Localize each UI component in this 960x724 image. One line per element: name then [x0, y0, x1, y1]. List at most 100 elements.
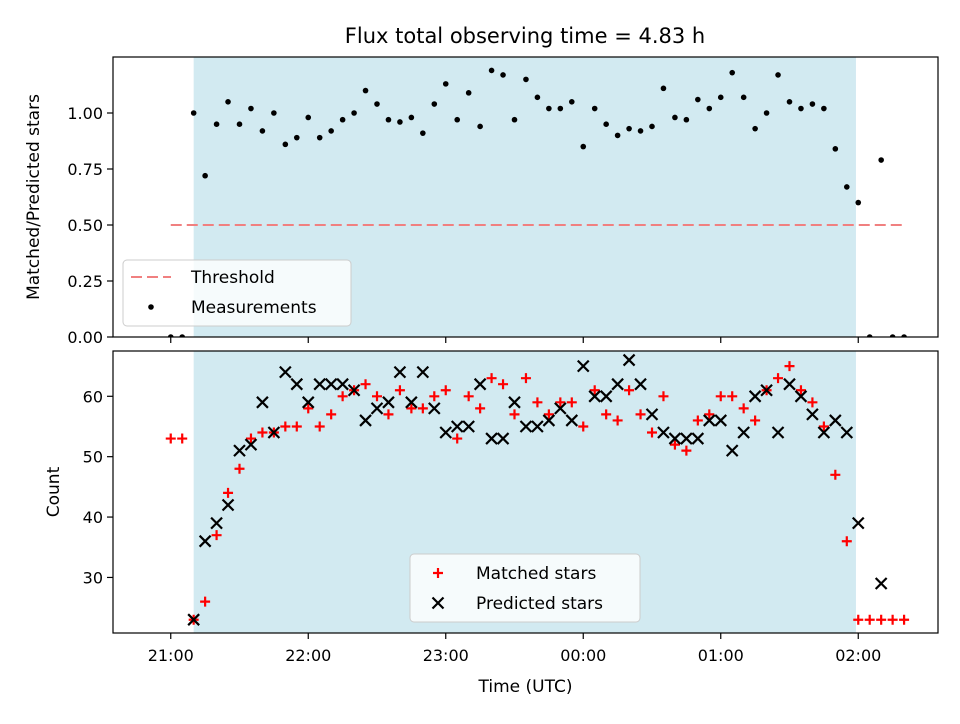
matched-star-marker	[853, 614, 864, 625]
matched-star-marker	[899, 614, 910, 625]
predicted-star-marker	[657, 426, 670, 439]
predicted-star-marker	[840, 426, 854, 439]
predicted-star-marker	[588, 390, 601, 403]
predicted-star-marker	[817, 426, 831, 439]
matched-star-marker	[440, 385, 451, 396]
measurement-point	[557, 105, 564, 112]
y-tick-label: 60	[83, 387, 103, 406]
plot-area	[165, 353, 910, 626]
predicted-star-marker	[554, 402, 567, 415]
measurement-point	[763, 110, 770, 116]
matched-star-marker	[211, 530, 222, 541]
matched-star-marker	[795, 385, 806, 396]
measurement-point	[580, 143, 587, 150]
matched-star-marker	[635, 409, 646, 420]
legend-label: Measurements	[191, 298, 317, 318]
matched-star-marker	[200, 596, 211, 607]
predicted-star-marker	[428, 402, 441, 415]
measurement-point	[385, 116, 392, 123]
matched-star-marker	[475, 403, 486, 414]
matched-star-marker	[692, 415, 703, 426]
predicted-star-marker	[370, 402, 384, 415]
measurement-point	[420, 130, 426, 136]
matched-star-marker	[589, 385, 600, 396]
matched-star-marker	[543, 409, 554, 420]
y-tick-label: 50	[83, 448, 103, 467]
y-tick-label: 30	[83, 568, 103, 587]
matched-star-marker	[326, 409, 337, 420]
measurement-point	[568, 99, 575, 105]
measurement-point	[374, 101, 380, 107]
measurement-point	[248, 105, 254, 112]
matched-star-marker	[520, 373, 531, 384]
x-tick-label: 21:00	[148, 646, 194, 665]
matched-star-marker	[807, 397, 818, 408]
legend-box	[122, 259, 352, 327]
predicted-star-marker	[233, 444, 246, 457]
predicted-star-marker	[851, 516, 865, 530]
measurement-point	[901, 334, 907, 337]
measurement-point	[821, 105, 827, 112]
predicted-star-marker	[519, 420, 533, 433]
matched-star-marker	[257, 427, 268, 438]
measurement-point	[706, 105, 713, 112]
measurement-point	[190, 110, 197, 116]
predicted-star-marker	[439, 426, 453, 439]
predicted-star-marker	[576, 359, 590, 373]
predicted-star-marker	[668, 432, 682, 445]
measurement-point	[717, 94, 724, 101]
matched-star-marker	[601, 409, 612, 420]
measurement-point	[316, 134, 323, 141]
predicted-star-marker	[496, 432, 510, 445]
measurement-point	[649, 123, 655, 130]
x-tick-label: 22:00	[285, 646, 331, 665]
predicted-star-marker	[760, 383, 773, 397]
measurement-point	[408, 114, 415, 121]
y-tick-label: 0.50	[67, 216, 103, 235]
predicted-star-marker	[382, 396, 395, 409]
matched-star-marker	[394, 385, 405, 396]
matched-star-marker	[578, 421, 589, 432]
measurement-point	[740, 94, 747, 101]
measurement-point	[752, 125, 758, 132]
measurement-point	[523, 76, 529, 83]
predicted-star-marker	[347, 383, 361, 397]
predicted-star-marker	[290, 377, 304, 391]
matched-star-marker	[830, 469, 841, 480]
matched-star-marker	[715, 391, 726, 402]
measurement-point	[878, 157, 884, 163]
y-tick-label: 0.75	[67, 160, 103, 179]
measurement-point	[683, 116, 690, 123]
matched-star-marker	[463, 391, 474, 402]
plot-area	[167, 67, 907, 337]
matched-star-marker	[658, 391, 669, 402]
predicted-star-marker	[485, 432, 498, 445]
predicted-star-marker	[691, 432, 705, 445]
measurement-point	[167, 334, 174, 337]
legend-label: Threshold	[190, 268, 275, 288]
x-axis-label: Time (UTC)	[478, 677, 573, 697]
measurement-point	[546, 105, 552, 112]
measurement-point	[339, 116, 346, 123]
predicted-star-marker	[313, 377, 326, 391]
matched-star-marker	[647, 427, 657, 438]
measurement-point	[866, 334, 873, 337]
measurement-point	[282, 141, 289, 148]
measurement-point	[488, 67, 495, 74]
x-tick-label: 23:00	[423, 646, 469, 665]
predicted-star-marker	[198, 534, 212, 548]
legend: Matched stars Predicted stars	[409, 553, 641, 623]
matched-star-marker	[486, 373, 497, 384]
axes-frame	[112, 350, 939, 634]
predicted-star-marker	[565, 414, 579, 427]
measurement-point	[672, 114, 678, 121]
measurement-point	[695, 96, 701, 103]
measurement-point	[843, 184, 850, 190]
measurement-point	[889, 334, 896, 337]
matched-star-marker	[841, 536, 852, 547]
predicted-star-marker	[393, 365, 407, 379]
y-tick-label: 0.25	[67, 272, 103, 291]
predicted-star-marker	[416, 365, 430, 379]
